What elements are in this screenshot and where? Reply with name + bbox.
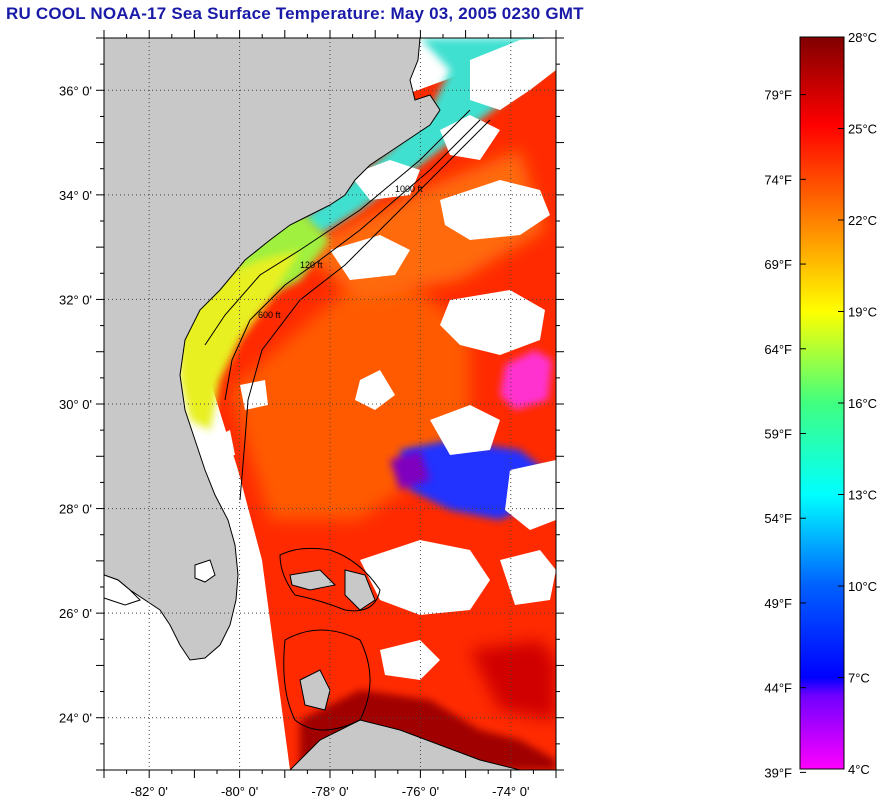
colorbar-gradient [799,36,845,770]
cb-label-celsius: 4°C [848,762,870,777]
cb-label-fahrenheit: 54°F [764,511,792,526]
lat-label: 24° 0' [59,711,92,726]
land [104,38,521,770]
lat-label: 36° 0' [59,83,92,98]
page-title: RU COOL NOAA-17 Sea Surface Temperature:… [6,4,584,23]
graticule [104,38,556,770]
lon-label: -82° 0' [131,784,168,799]
lat-label: 28° 0' [59,502,92,517]
lat-label: 26° 0' [59,606,92,621]
sst-hot-southeast [470,640,556,720]
contour-120ft [204,109,471,346]
land-cuba [289,719,521,770]
bathymetry-contours [204,109,491,731]
cb-label-fahrenheit: 69°F [764,257,792,272]
land-lake-okeechobee [194,559,216,583]
cb-label-fahrenheit: 74°F [764,172,792,187]
land-abaco-island [344,569,376,611]
cb-label-fahrenheit: 39°F [764,765,792,780]
map-frame: 120 ft 600 ft 1000 ft [104,38,556,770]
cb-label-celsius: 7°C [848,671,870,686]
cb-label-fahrenheit: 64°F [764,342,792,357]
cb-label-celsius: 22°C [848,213,877,228]
contour-great-bahama-bank [283,629,371,731]
contour-label-600: 600 ft [258,310,281,320]
colorbar-ticks [800,36,844,773]
land-us-east-coast [104,38,441,661]
cb-label-celsius: 28°C [848,30,877,45]
contour-labels: 120 ft 600 ft 1000 ft [258,184,423,320]
lat-label: 34° 0' [59,188,92,203]
cb-label-celsius: 19°C [848,305,877,320]
contour-bahamas-bank [279,547,381,612]
contour-600ft [224,119,481,401]
sst-cold-patch-purple [390,450,430,490]
cb-label-fahrenheit: 44°F [764,681,792,696]
cloud-masks [210,38,556,680]
cb-label-fahrenheit: 49°F [764,596,792,611]
axis-ticks [96,30,564,778]
contour-label-120: 120 ft [300,260,323,270]
land-andros-island [299,669,331,711]
lat-label: 30° 0' [59,397,92,412]
cb-label-fahrenheit: 79°F [764,88,792,103]
lat-label: 32° 0' [59,292,92,307]
contour-label-1000: 1000 ft [395,184,423,194]
lon-label: -78° 0' [311,784,348,799]
contour-1000ft [239,119,491,501]
lon-label: -76° 0' [402,784,439,799]
colorbar-labels: 28°C 25°C 22°C 19°C 16°C 13°C 10°C 7°C 4°C 79°F 74… [764,30,877,780]
lon-label: -80° 0' [221,784,258,799]
cb-label-celsius: 13°C [848,488,877,503]
cb-label-fahrenheit: 59°F [764,427,792,442]
cb-label-celsius: 10°C [848,579,877,594]
cb-label-celsius: 16°C [848,396,877,411]
land-florida-keys [104,574,141,606]
axis-labels: 36° 0' 34° 0' 32° 0' 30° 0' 28° 0' 26° 0' 24° … [59,83,529,799]
land-grand-bahama [289,569,337,591]
lon-label: -74° 0' [492,784,529,799]
sst-cold-patch-magenta [500,350,552,410]
cb-label-celsius: 25°C [848,122,877,137]
